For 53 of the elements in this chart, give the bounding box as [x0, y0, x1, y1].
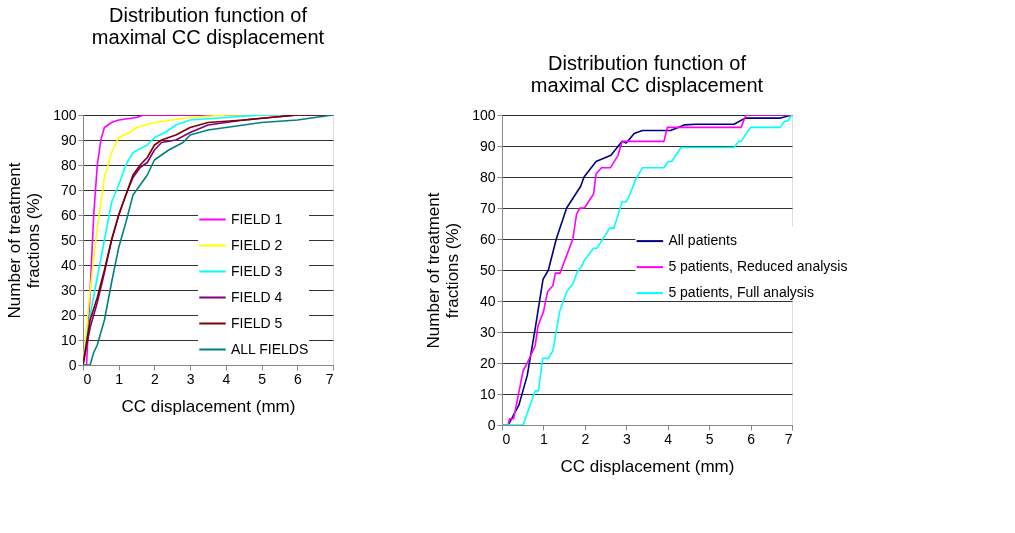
legend-label: FIELD 3 — [231, 262, 283, 279]
y-axis-title: Number of treatment fractions (%) — [424, 192, 463, 349]
legend-label: FIELD 1 — [231, 210, 283, 227]
x-tick-label: 5 — [705, 430, 714, 447]
y-tick-label: 70 — [479, 199, 496, 216]
x-tick-label: 4 — [222, 370, 231, 387]
y-tick-label: 50 — [479, 261, 496, 278]
y-tick-label: 0 — [487, 416, 496, 433]
y-tick-label: 80 — [479, 168, 496, 185]
legend-label: ALL FIELDS — [231, 340, 309, 357]
chart-title: Distribution function of maximal CC displacement — [530, 52, 764, 96]
y-tick-label: 90 — [60, 131, 77, 148]
x-tick-label: 2 — [581, 430, 590, 447]
y-tick-label: 10 — [60, 331, 77, 348]
y-tick-label: 30 — [60, 281, 77, 298]
y-tick-label: 20 — [479, 354, 496, 371]
y-axis-title: Number of treatment fractions (%) — [5, 162, 44, 319]
legend-label: 5 patients, Reduced analysis — [668, 258, 848, 275]
x-tick-label: 7 — [325, 370, 334, 387]
y-tick-label: 80 — [60, 156, 77, 173]
y-tick-label: 60 — [479, 230, 496, 247]
x-tick-label: 1 — [540, 430, 549, 447]
y-tick-label: 0 — [68, 356, 77, 373]
y-tick-label: 20 — [60, 306, 77, 323]
x-tick-label: 6 — [747, 430, 756, 447]
x-tick-label: 3 — [186, 370, 195, 387]
x-tick-label: 0 — [83, 370, 92, 387]
x-axis-title: CC displacement (mm) — [121, 396, 296, 416]
y-tick-label: 40 — [479, 292, 496, 309]
legend-label: FIELD 5 — [231, 314, 283, 331]
legend-label: FIELD 4 — [231, 288, 283, 305]
y-tick-label: 100 — [472, 106, 496, 123]
x-tick-label: 2 — [151, 370, 160, 387]
x-tick-label: 1 — [115, 370, 124, 387]
x-tick-label: 0 — [502, 430, 511, 447]
legend-label: 5 patients, Full analysis — [668, 284, 814, 301]
y-tick-label: 100 — [53, 106, 77, 123]
chart-title: Distribution function of maximal CC displacement — [91, 4, 325, 48]
y-tick-label: 30 — [479, 323, 496, 340]
y-tick-label: 10 — [479, 385, 496, 402]
x-tick-label: 3 — [622, 430, 631, 447]
legend-label: All patients — [668, 232, 737, 249]
y-tick-label: 50 — [60, 231, 77, 248]
x-axis-title: CC displacement (mm) — [560, 456, 735, 476]
x-tick-label: 4 — [664, 430, 673, 447]
legend-label: FIELD 2 — [231, 236, 283, 253]
y-tick-label: 40 — [60, 256, 77, 273]
y-tick-label: 90 — [479, 137, 496, 154]
x-tick-label: 7 — [784, 430, 793, 447]
y-tick-label: 70 — [60, 181, 77, 198]
y-tick-label: 60 — [60, 206, 77, 223]
x-tick-label: 6 — [293, 370, 302, 387]
x-tick-label: 5 — [258, 370, 267, 387]
